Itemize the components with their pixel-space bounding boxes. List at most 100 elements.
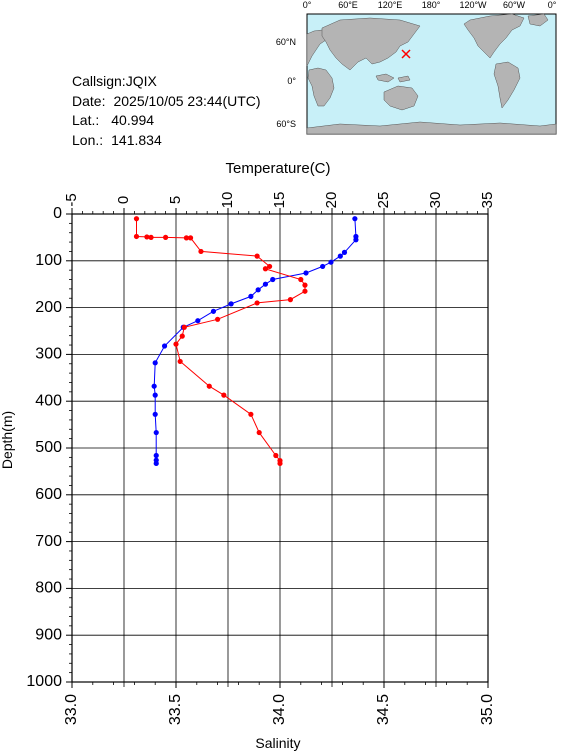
salinity-data-point <box>187 235 194 241</box>
temperature-data-point <box>248 293 254 299</box>
landmass-antarctica <box>306 121 557 135</box>
temperature-data-point <box>353 237 359 243</box>
salinity-tick-label: 34.0 <box>271 694 288 725</box>
temperature-data-point <box>337 253 343 259</box>
salinity-data-point <box>298 276 304 283</box>
salinity-data-point <box>262 266 269 272</box>
temperature-data-point <box>153 429 159 436</box>
depth-axis-title: Depth(m) <box>0 411 15 469</box>
station-info: Callsign:JQIX Date: 2025/10/05 23:44(UTC)… <box>72 72 261 150</box>
temperature-data-point <box>228 301 234 307</box>
salinity-data-point <box>267 263 273 270</box>
salinity-data-point <box>148 234 154 240</box>
lon-value: 141.834 <box>111 131 162 148</box>
temperature-data-point <box>151 383 157 389</box>
temperature-data-point <box>320 263 326 270</box>
temperature-tick-label: 5 <box>167 196 184 204</box>
depth-tick-label: 300 <box>35 346 62 363</box>
temperature-data-point <box>341 249 348 255</box>
map-lon-label: 60°W <box>503 0 526 10</box>
temperature-data-point <box>303 270 309 276</box>
landmass-south-america <box>493 61 521 109</box>
salinity-data-point <box>173 341 179 347</box>
salinity-data-point <box>221 392 227 398</box>
map-lat-label: 60°S <box>276 119 296 129</box>
salinity-data-point <box>179 333 185 339</box>
salinity-data-point <box>163 234 169 240</box>
depth-tick-label: 200 <box>35 299 62 316</box>
temperature-data-point <box>195 318 201 324</box>
date-value: 2025/10/05 23:44(UTC) <box>113 92 261 109</box>
map-lon-label: 60°E <box>338 0 358 10</box>
salinity-tick-label: 33.0 <box>63 694 80 725</box>
temperature-data-point <box>255 287 261 293</box>
salinity-data-point <box>133 233 140 240</box>
temperature-data-point <box>270 276 276 283</box>
chart-grid <box>72 214 488 682</box>
salinity-tick-label: 35.0 <box>479 694 496 725</box>
salinity-data-point <box>302 282 308 288</box>
temperature-data-point <box>328 259 334 265</box>
temperature-data-point <box>153 452 159 459</box>
temperature-data-point <box>152 392 158 398</box>
map-lon-label: 0° <box>548 0 557 10</box>
landmass-north-america <box>463 13 525 59</box>
map-longitude-labels: 0° 60°E 120°E 180° 120°W 60°W 0° <box>303 0 557 10</box>
temperature-tick-label: 10 <box>219 192 236 209</box>
temperature-tick-label: 15 <box>271 192 288 209</box>
callsign-label: Callsign: <box>72 73 126 89</box>
temperature-tick-label: 30 <box>427 192 444 209</box>
salinity-data-point <box>144 234 150 240</box>
chart-series <box>133 216 359 467</box>
chart-ticks <box>66 208 489 688</box>
temperature-tick-label: 25 <box>375 192 392 209</box>
depth-tick-label: 400 <box>35 392 62 409</box>
salinity-data-point <box>302 288 308 294</box>
temperature-tick-label: 35 <box>479 192 496 209</box>
salinity-data-point <box>206 383 212 389</box>
depth-tick-label: 800 <box>35 580 62 597</box>
lat-row: Lat.: 40.994 <box>72 111 261 131</box>
callsign-row: Callsign:JQIX <box>72 72 261 92</box>
date-row: Date: 2025/10/05 23:44(UTC) <box>72 92 261 112</box>
depth-tick-label: 900 <box>35 626 62 643</box>
temperature-data-point <box>161 343 168 349</box>
temperature-tick-label: 0 <box>115 196 132 204</box>
depth-tick-label: 500 <box>35 439 62 456</box>
map-position-marker <box>401 49 411 59</box>
salinity-data-point <box>215 316 221 322</box>
temperature-data-point <box>262 281 269 287</box>
map-lon-label: 180° <box>422 0 441 10</box>
map-lon-label: 120°E <box>378 0 403 10</box>
salinity-data-point <box>277 460 283 467</box>
salinity-tick-label: 34.5 <box>375 694 392 725</box>
map-lon-label: 0° <box>303 0 312 10</box>
depth-tick-label: 700 <box>35 533 62 550</box>
temperature-tick-label: -5 <box>63 193 80 206</box>
salinity-data-point <box>183 235 189 241</box>
lon-label: Lon.: <box>72 131 104 148</box>
temperature-data-point <box>352 216 358 222</box>
temperature-data-point <box>153 460 159 467</box>
salinity-tick-label: 33.5 <box>167 694 184 725</box>
salinity-data-point <box>181 324 187 330</box>
salinity-profile-line <box>136 218 306 464</box>
depth-tick-label: 600 <box>35 486 62 503</box>
lat-label: Lat.: <box>72 112 100 128</box>
salinity-data-point <box>177 358 183 365</box>
lat-value: 40.994 <box>111 112 155 128</box>
salinity-data-point <box>248 411 254 417</box>
world-map-panel: 0° 60°E 120°E 180° 120°W 60°W 0° 60°N 0°… <box>0 0 564 150</box>
lon-row: Lon.: 141.834 <box>72 131 261 151</box>
salinity-data-point <box>133 216 140 222</box>
salinity-axis-title: Salinity <box>255 735 300 751</box>
temperature-data-point <box>152 360 158 366</box>
depth-tick-label: 1000 <box>26 673 62 690</box>
landmass-australia <box>383 85 419 111</box>
map-lat-label: 0° <box>287 76 296 86</box>
callsign-value: JQIX <box>125 73 157 89</box>
salinity-data-point <box>256 429 262 436</box>
chart-tick-labels: -5 0 5 10 15 20 25 30 35010020030040050060070080… <box>26 192 496 725</box>
depth-tick-label: 100 <box>35 252 62 269</box>
